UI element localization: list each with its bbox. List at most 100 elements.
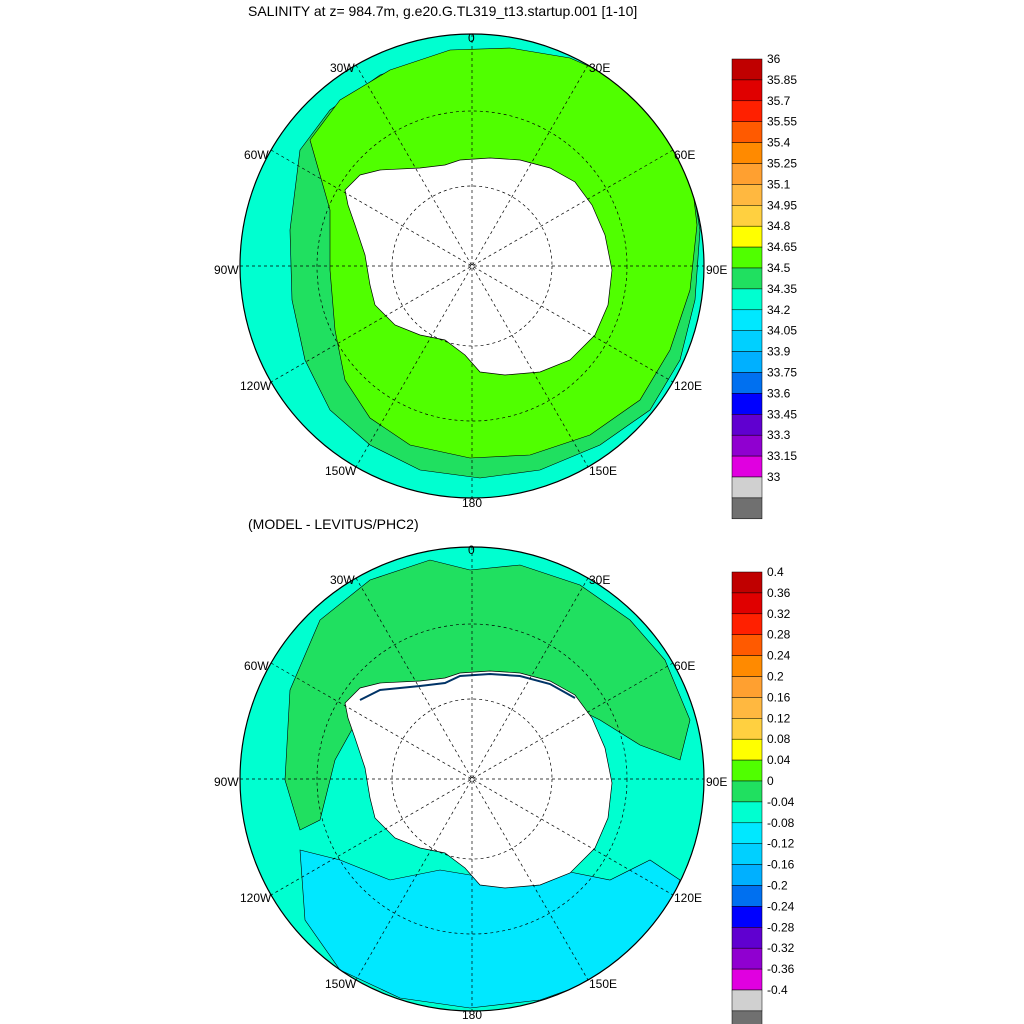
colorbar-swatch [731, 676, 763, 698]
colorbar-label: -0.32 [767, 941, 795, 955]
colorbar-label: 0.28 [767, 628, 791, 642]
colorbar-swatch [731, 121, 763, 143]
lon-label-180: 180 [462, 1008, 482, 1022]
colorbar-swatch [731, 697, 763, 719]
lon-label-60e: 60E [674, 659, 695, 673]
antarctica-land [344, 670, 613, 889]
colorbar-label: -0.24 [767, 899, 795, 913]
coastal-anomaly-contour [359, 672, 576, 701]
colorbar-swatch [731, 801, 763, 824]
colorbar-label: 34.2 [767, 303, 791, 317]
colorbar-label: -0.2 [767, 879, 788, 893]
colorbar-swatch [731, 100, 763, 122]
colorbar-label: 34.5 [767, 261, 791, 275]
colorbar-label: 36 [767, 52, 781, 66]
colorbar-swatch [731, 885, 763, 907]
colorbar-label: 33.75 [767, 366, 797, 380]
lon-label-0: 0 [468, 543, 475, 557]
colorbar-label: 0.24 [767, 649, 791, 663]
polar-map [240, 547, 704, 1011]
colorbar-swatch [731, 330, 763, 352]
colorbar-label: 0.16 [767, 690, 791, 704]
lon-label-120e: 120E [674, 891, 702, 905]
panel-title: (MODEL - LEVITUS/PHC2) [248, 516, 419, 532]
antarctica-land [344, 157, 613, 376]
colorbar-label: -0.12 [767, 837, 795, 851]
colorbar-swatch [731, 267, 763, 290]
lon-label-90w: 90W [214, 263, 239, 277]
colorbar-swatch [731, 414, 763, 436]
colorbar-swatch [731, 476, 763, 499]
colorbar-label: 33.6 [767, 386, 791, 400]
colorbar-swatch [731, 225, 763, 248]
colorbar-label: 0.4 [767, 565, 784, 579]
map-boundary [239, 33, 705, 499]
colorbar-label: 0.32 [767, 607, 791, 621]
lon-label-60w: 60W [244, 148, 269, 162]
colorbar-label: -0.04 [767, 795, 795, 809]
colorbar-label: 0.36 [767, 586, 791, 600]
colorbar-label: 0 [767, 774, 774, 788]
colorbar-swatch [731, 759, 763, 782]
colorbar-swatch [731, 571, 763, 594]
colorbar-swatch [731, 718, 763, 740]
colorbar-swatch [731, 372, 763, 394]
colorbar-label: 35.25 [767, 157, 797, 171]
lon-label-150w: 150W [325, 977, 357, 991]
colorbar-label: 33 [767, 470, 781, 484]
colorbar-swatch [731, 906, 763, 928]
colorbar-swatch [731, 455, 763, 478]
colorbar-label: 34.95 [767, 198, 797, 212]
colorbar-swatch [731, 843, 763, 865]
colorbar-label: -0.28 [767, 920, 795, 934]
colorbar-swatch [731, 309, 763, 331]
lon-label-120e: 120E [674, 379, 702, 393]
colorbar-swatch [731, 205, 763, 227]
colorbar-label: 34.8 [767, 219, 791, 233]
colorbar-label: 34.65 [767, 240, 797, 254]
panel-difference: (MODEL - LEVITUS/PHC2) 0 30E 30W [214, 516, 795, 1024]
colorbar-label: -0.4 [767, 983, 788, 997]
colorbar-swatch [731, 947, 763, 970]
colorbar-swatch [731, 655, 763, 677]
panel-salinity: SALINITY at z= 984.7m, g.e20.G.TL319_t13… [214, 3, 797, 520]
lon-label-150e: 150E [589, 977, 617, 991]
colorbar-swatch [731, 246, 763, 269]
lon-label-150e: 150E [589, 464, 617, 478]
colorbar-swatch [731, 780, 763, 803]
colorbar-label: 0.12 [767, 711, 791, 725]
colorbar-swatch [731, 968, 763, 991]
lon-label-30e: 30E [589, 573, 610, 587]
colorbar-label: 35.4 [767, 136, 791, 150]
colorbar-swatch [731, 184, 763, 206]
graticule [240, 547, 704, 1011]
graticule [240, 34, 704, 498]
lon-label-90e: 90E [706, 775, 727, 789]
colorbar-label: 35.85 [767, 73, 797, 87]
colorbar-label: 34.05 [767, 324, 797, 338]
colorbar-label: -0.08 [767, 816, 795, 830]
lon-label-30w: 30W [330, 573, 355, 587]
colorbar-swatch [731, 989, 763, 1012]
polar-map [240, 34, 704, 498]
lon-label-120w: 120W [240, 379, 272, 393]
colorbar-label: 35.7 [767, 94, 791, 108]
lon-label-180: 180 [462, 496, 482, 510]
colorbar-swatch [731, 58, 763, 81]
colorbar-swatch [731, 634, 763, 656]
lon-label-150w: 150W [325, 464, 357, 478]
colorbar-swatch [731, 79, 763, 102]
colorbar-label: -0.16 [767, 858, 795, 872]
colorbar-swatch [731, 1010, 763, 1024]
map-boundary [239, 546, 705, 1012]
lon-label-90w: 90W [214, 775, 239, 789]
lon-label-60w: 60W [244, 659, 269, 673]
lon-label-120w: 120W [240, 891, 272, 905]
colorbar-swatch [731, 351, 763, 373]
colorbar-label: 0.08 [767, 732, 791, 746]
colorbar-swatch [731, 613, 763, 635]
colorbar: 0.4 0.36 0.32 0.28 0.24 0.2 0.16 0.12 0.08 0.04 0 -… [731, 565, 795, 1024]
longitude-labels: 0 30E 30W 60W 60E 90W 90E 120W 120E 150W… [214, 31, 727, 510]
colorbar-label: -0.36 [767, 962, 795, 976]
